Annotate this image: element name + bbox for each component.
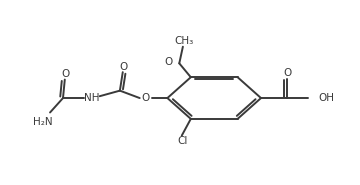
- Text: O: O: [62, 69, 69, 79]
- Text: O: O: [120, 62, 127, 72]
- Text: O: O: [141, 93, 149, 103]
- Text: O: O: [165, 57, 173, 67]
- Text: H₂N: H₂N: [33, 117, 53, 127]
- Text: O: O: [284, 68, 292, 78]
- Text: NH: NH: [84, 93, 100, 103]
- Text: OH: OH: [319, 93, 334, 103]
- Text: CH₃: CH₃: [174, 36, 193, 46]
- Text: Cl: Cl: [177, 136, 188, 146]
